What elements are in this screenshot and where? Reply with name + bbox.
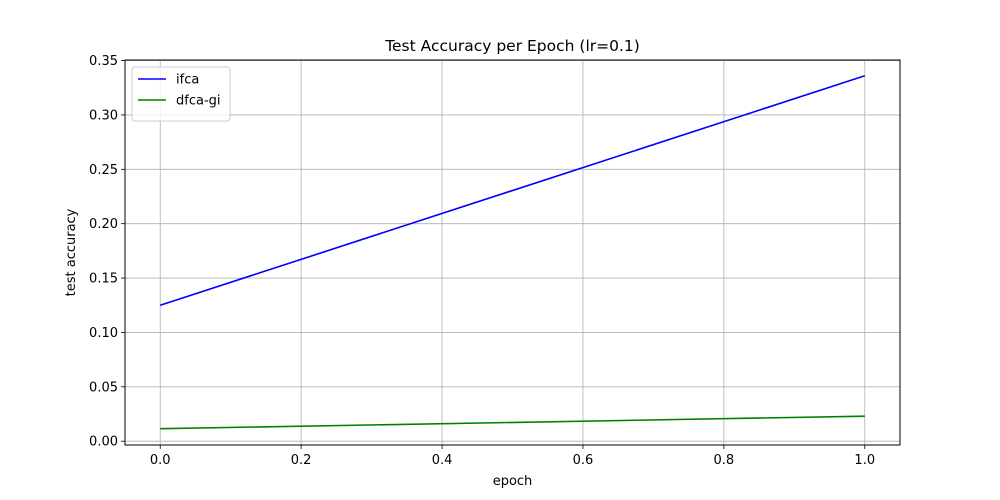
- y-tick-label: 0.20: [89, 217, 118, 232]
- y-tick-label: 0.35: [89, 54, 118, 69]
- legend-box: [131, 66, 231, 122]
- plot-frame: [124, 59, 901, 446]
- y-tick-label: 0.25: [89, 163, 118, 178]
- x-axis-title: epoch: [493, 474, 533, 489]
- legend-label-ifca: ifca: [176, 73, 199, 88]
- y-axis-title: test accuracy: [64, 208, 79, 296]
- series-line-dfca-gi: [160, 415, 865, 430]
- x-tick-label: 0.6: [573, 453, 594, 468]
- x-tick-label: 0.4: [432, 453, 453, 468]
- y-tick-label: 0.10: [89, 326, 118, 341]
- x-tick-label: 0.2: [291, 453, 312, 468]
- chart-title: Test Accuracy per Epoch (lr=0.1): [384, 37, 640, 55]
- series-lines: [159, 75, 866, 430]
- y-tick-label: 0.00: [89, 435, 118, 450]
- x-tick-label: 0.0: [150, 453, 171, 468]
- axis-ticks: 0.0 0.2 0.4 0.6 0.8 1.0 0.00 0.05 0.10 0.15 0.20 0.…: [89, 54, 875, 468]
- legend-label-dfca-gi: dfca-gi: [176, 94, 221, 109]
- y-tick-label: 0.05: [89, 380, 118, 395]
- series-line-ifca: [159, 75, 866, 307]
- grid: [125, 60, 900, 445]
- y-tick-label: 0.15: [89, 272, 118, 287]
- legend: ifca dfca-gi: [131, 66, 231, 122]
- y-tick-label: 0.30: [89, 108, 118, 123]
- x-tick-label: 1.0: [854, 453, 875, 468]
- x-tick-label: 0.8: [714, 453, 735, 468]
